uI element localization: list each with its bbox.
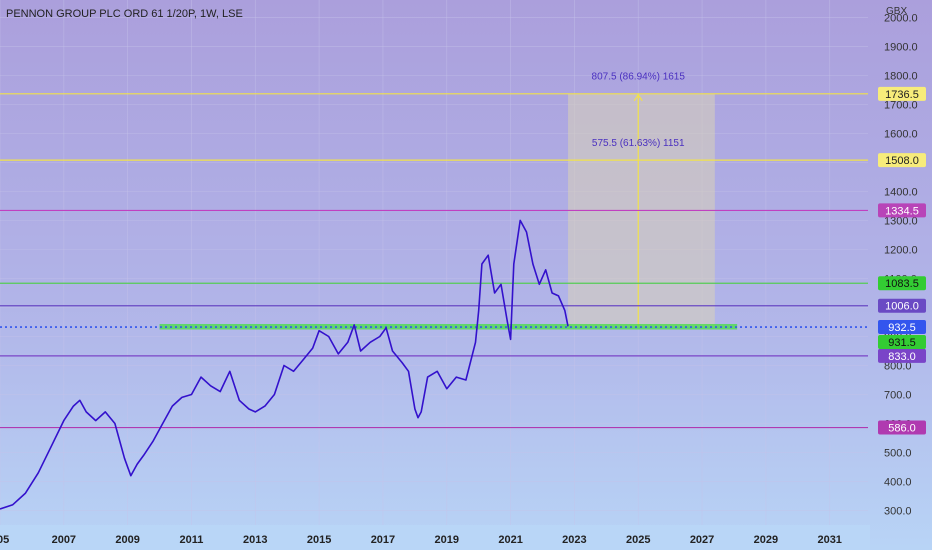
y-tick-label: 300.0 [884,505,912,517]
level-price-tag-bg [878,203,926,218]
currency-label: GBX [886,6,907,17]
grid-lines [0,0,868,525]
x-tick-label: 2031 [817,534,841,546]
x-tick-label: 2021 [498,534,522,546]
level-price-tag: 1508.0 [885,155,919,167]
y-axis: GBX300.0400.0500.0600.0700.0800.0900.010… [870,0,932,550]
projection-label: 807.5 (86.94%) 1615 [592,71,686,82]
x-tick-label: 2025 [626,534,650,546]
support-zone-rect [159,323,738,330]
x-tick-label: 2023 [562,534,586,546]
level-price-tag: 1083.5 [885,278,919,290]
y-tick-label: 1300.0 [884,215,918,227]
y-tick-label: 1600.0 [884,128,918,140]
y-tick-label: 800.0 [884,360,912,372]
y-tick-label: 1400.0 [884,186,918,198]
current-price-tag: 932.5 [888,322,916,334]
x-tick-label: 2029 [754,534,778,546]
projection-label: 575.5 (61.63%) 1151 [592,138,685,149]
price-series [0,219,569,510]
projection-arrowhead [633,93,643,102]
horizontal-levels [0,93,868,429]
level-price-tag-bg [878,298,926,313]
y-tick-label: 2000.0 [884,12,918,24]
price-labels: 1736.5 1508.0 1334.5 1083.5 1006.0 833.0 586.0… [878,86,926,435]
x-tick-label: 2017 [371,534,395,546]
x-tick-label: 2011 [180,534,204,546]
y-tick-label: 1700.0 [884,99,918,111]
level-price-tag-bg [878,86,926,101]
x-tick-label: 2013 [243,534,267,546]
level-price-tag: 1736.5 [885,89,919,101]
x-tick-label: 2009 [115,534,139,546]
zone-price-tag-bg [878,335,926,350]
y-tick-label: 700.0 [884,389,912,401]
zone-price-tag: 931.5 [888,337,916,349]
chart-title: PENNON GROUP PLC ORD 61 1/20P, 1W, LSE [6,8,243,20]
projection-box: 807.5 (86.94%) 1615 575.5 (61.63%) 1151 [568,71,715,328]
y-tick-label: 1800.0 [884,70,918,82]
x-axis-background [0,525,870,550]
current-price-tag-bg [878,320,926,335]
x-tick-label: 2015 [307,534,331,546]
y-tick-label: 1200.0 [884,244,918,256]
level-price-tag: 833.0 [888,351,916,363]
y-tick-label: 1900.0 [884,41,918,53]
price-line [0,219,569,510]
y-tick-label: 500.0 [884,447,912,459]
x-tick-label: 2027 [690,534,714,546]
x-tick-label: 2019 [435,534,459,546]
x-tick-label: 005 [0,534,9,546]
level-price-tag-bg [878,420,926,435]
support-zone [159,323,738,330]
level-price-tag-bg [878,153,926,168]
level-price-tag: 586.0 [888,423,916,435]
x-tick-label: 2007 [52,534,76,546]
level-price-tag: 1006.0 [885,301,919,313]
x-axis: 005 2007 2009 2011 2013 2015 2017 2019 2021 2023 2… [0,525,870,550]
level-price-tag: 1334.5 [885,205,919,217]
level-price-tag-bg [878,276,926,291]
level-price-tag-bg [878,348,926,363]
y-tick-label: 400.0 [884,476,912,488]
